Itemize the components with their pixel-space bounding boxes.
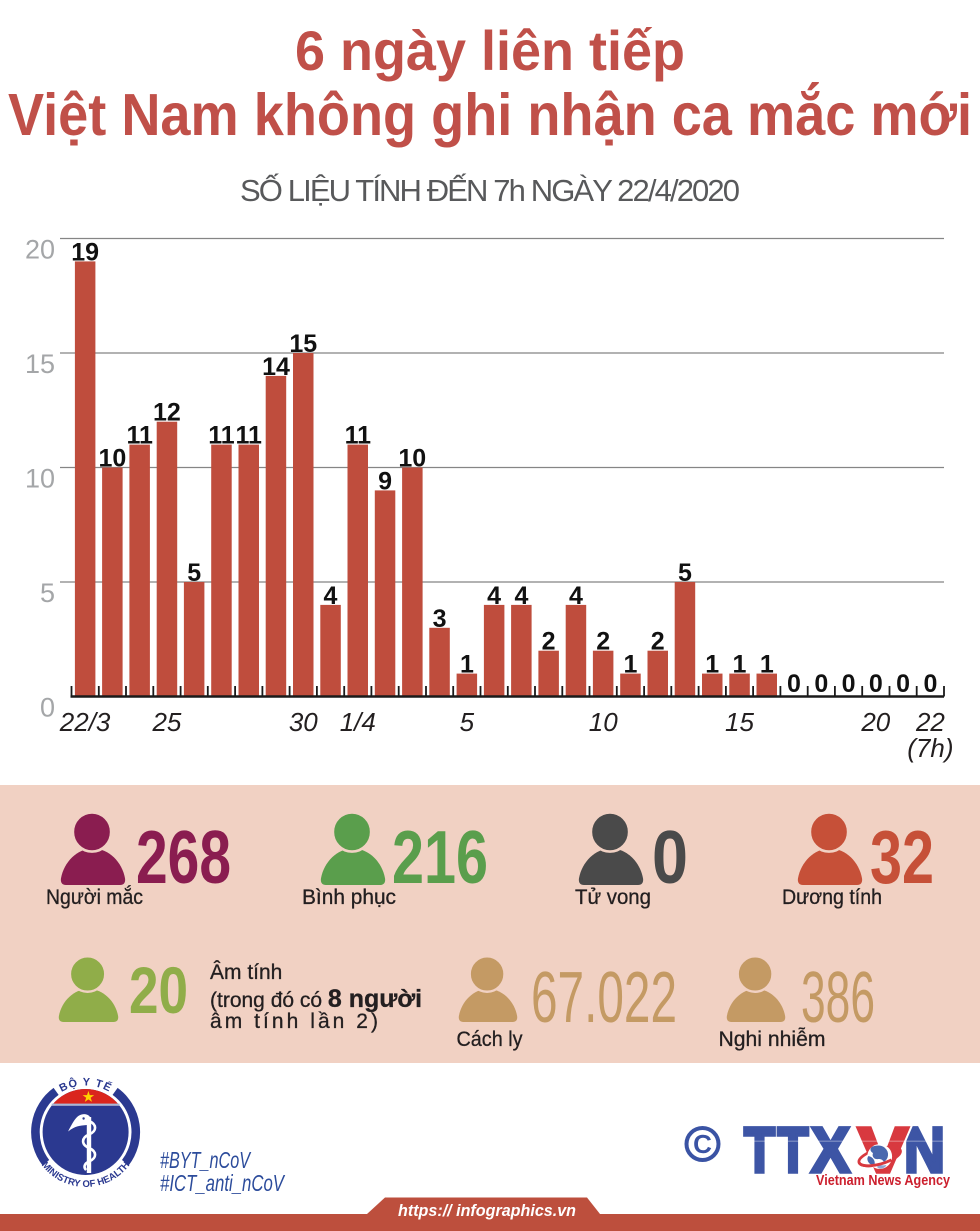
svg-text:6 ngày liên tiếp: 6 ngày liên tiếp: [295, 19, 685, 82]
svg-text:0: 0: [842, 670, 856, 698]
svg-text:N: N: [904, 1114, 945, 1186]
svg-text:15: 15: [289, 330, 317, 358]
svg-text:1/4: 1/4: [340, 707, 376, 737]
svg-text:Nghi nhiễm: Nghi nhiễm: [719, 1028, 826, 1051]
svg-text:10: 10: [25, 464, 55, 494]
svg-text:0: 0: [40, 693, 55, 723]
svg-text:15: 15: [725, 707, 754, 737]
svg-text:216: 216: [392, 815, 488, 899]
svg-text:Người mắc: Người mắc: [46, 886, 143, 909]
svg-text:11: 11: [126, 422, 153, 450]
svg-text:10: 10: [98, 445, 126, 473]
svg-text:C: C: [693, 1129, 712, 1159]
svg-text:âm tính lần 2): âm tính lần 2): [210, 1010, 378, 1033]
svg-text:1: 1: [760, 651, 774, 679]
svg-text:22: 22: [915, 707, 945, 737]
svg-text:10: 10: [398, 445, 426, 473]
svg-text:12: 12: [153, 399, 181, 427]
svg-text:Cách ly: Cách ly: [457, 1028, 523, 1051]
svg-text:X: X: [811, 1114, 850, 1186]
svg-text:Vietnam News Agency: Vietnam News Agency: [816, 1173, 950, 1189]
svg-text:20: 20: [129, 953, 188, 1027]
svg-text:#BYT_nCoV: #BYT_nCoV: [160, 1147, 252, 1173]
svg-text:Bình phục: Bình phục: [302, 886, 396, 909]
svg-text:67.022: 67.022: [531, 958, 677, 1038]
svg-text:0: 0: [869, 670, 883, 698]
svg-text:0: 0: [652, 815, 688, 899]
svg-text:https:// infographics.vn: https:// infographics.vn: [398, 1201, 576, 1220]
svg-text:268: 268: [136, 815, 231, 899]
svg-text:4: 4: [514, 582, 528, 610]
svg-text:10: 10: [589, 707, 618, 737]
svg-text:11: 11: [235, 422, 262, 450]
svg-text:1: 1: [460, 651, 474, 679]
svg-text:Việt Nam không ghi nhận ca mắc: Việt Nam không ghi nhận ca mắc mới: [8, 82, 972, 148]
svg-text:T: T: [744, 1114, 775, 1186]
svg-text:Dương tính: Dương tính: [782, 886, 882, 909]
svg-text:4: 4: [487, 582, 501, 610]
svg-text:22/3: 22/3: [59, 707, 111, 737]
svg-text:5: 5: [40, 578, 55, 608]
svg-text:25: 25: [151, 707, 181, 737]
svg-text:4: 4: [569, 582, 583, 610]
svg-text:5: 5: [460, 707, 475, 737]
svg-text:0: 0: [787, 670, 801, 698]
svg-text:Âm tính: Âm tính: [210, 961, 282, 984]
svg-text:(7h): (7h): [907, 733, 953, 763]
svg-text:#ICT_anti_nCoV: #ICT_anti_nCoV: [160, 1170, 286, 1196]
svg-text:11: 11: [345, 422, 372, 450]
svg-text:4: 4: [324, 582, 338, 610]
svg-text:3: 3: [433, 605, 447, 633]
svg-text:19: 19: [71, 238, 99, 266]
svg-text:(trong đó có 8 người: (trong đó có 8 người: [210, 985, 422, 1013]
svg-text:386: 386: [801, 958, 875, 1038]
svg-text:0: 0: [814, 670, 828, 698]
svg-text:0: 0: [896, 670, 910, 698]
svg-text:20: 20: [25, 235, 55, 265]
svg-text:1: 1: [733, 651, 747, 679]
svg-text:32: 32: [870, 815, 934, 899]
svg-text:5: 5: [187, 559, 201, 587]
svg-text:0: 0: [923, 670, 937, 698]
svg-text:Tử vong: Tử vong: [575, 886, 651, 909]
svg-text:15: 15: [25, 349, 55, 379]
svg-text:SỐ LIỆU TÍNH ĐẾN 7h NGÀY 22/4/: SỐ LIỆU TÍNH ĐẾN 7h NGÀY 22/4/2020: [240, 172, 740, 208]
svg-text:11: 11: [208, 422, 235, 450]
svg-text:30: 30: [289, 707, 318, 737]
svg-text:T: T: [778, 1114, 809, 1186]
svg-text:9: 9: [378, 467, 392, 495]
svg-text:20: 20: [860, 707, 890, 737]
svg-text:1: 1: [705, 651, 719, 679]
svg-text:2: 2: [651, 628, 665, 656]
svg-text:N: N: [904, 1114, 945, 1186]
svg-text:1: 1: [623, 651, 637, 679]
svg-text:14: 14: [262, 353, 290, 381]
svg-text:5: 5: [678, 559, 692, 587]
svg-text:2: 2: [596, 628, 610, 656]
svg-text:2: 2: [542, 628, 556, 656]
svg-text:BỘ Y TẾ: BỘ Y TẾ: [57, 1076, 114, 1095]
